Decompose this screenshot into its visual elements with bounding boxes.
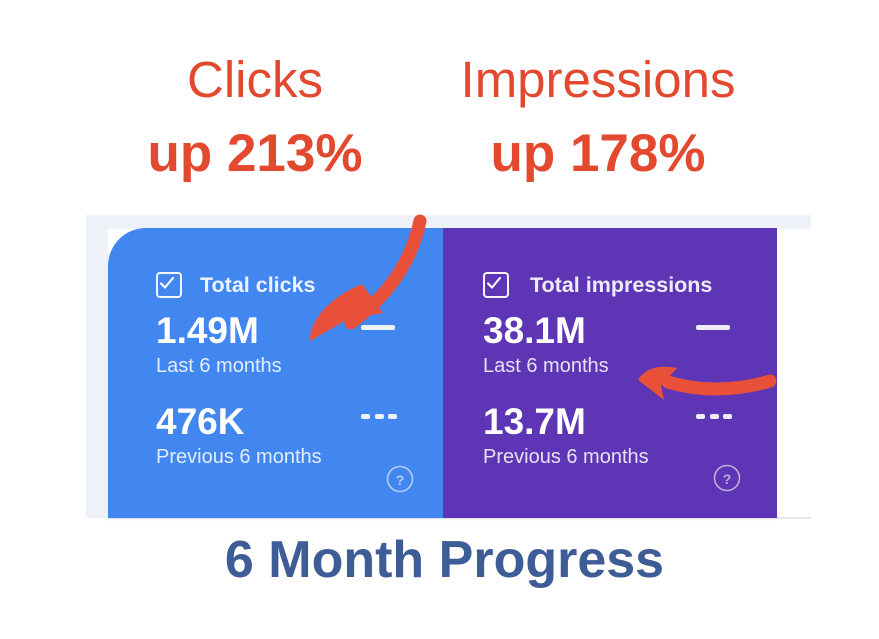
svg-text:?: ?	[396, 472, 405, 488]
svg-text:?: ?	[723, 471, 732, 487]
